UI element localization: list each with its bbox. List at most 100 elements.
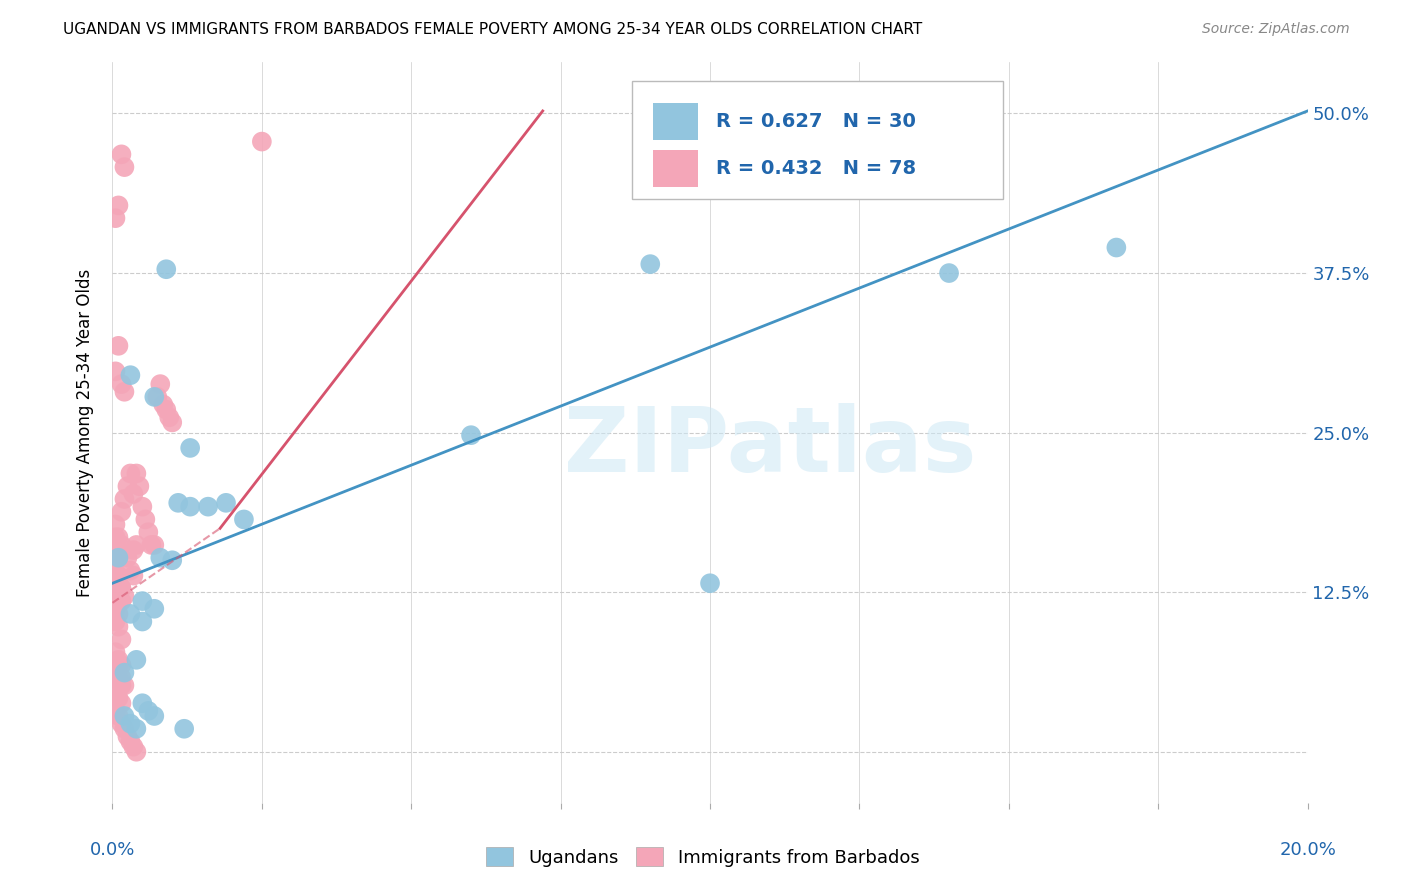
Point — [107, 198, 129, 212]
Point — [152, 398, 174, 412]
Point — [149, 550, 172, 565]
Text: UGANDAN VS IMMIGRANTS FROM BARBADOS FEMALE POVERTY AMONG 25-34 YEAR OLDS CORRELA: UGANDAN VS IMMIGRANTS FROM BARBADOS FEMA… — [63, 22, 922, 37]
Point — [114, 678, 135, 692]
Point — [128, 479, 150, 493]
Point — [114, 491, 135, 506]
Point — [179, 500, 201, 514]
Point — [155, 262, 177, 277]
Point — [125, 538, 148, 552]
Point — [131, 696, 153, 710]
Point — [107, 550, 129, 565]
Point — [107, 671, 129, 685]
Point — [233, 512, 256, 526]
Point — [134, 512, 156, 526]
Point — [110, 147, 132, 161]
Point — [117, 479, 139, 493]
Legend: Ugandans, Immigrants from Barbados: Ugandans, Immigrants from Barbados — [479, 840, 927, 874]
Point — [250, 135, 273, 149]
Point — [104, 582, 127, 596]
Point — [104, 645, 127, 659]
Point — [104, 665, 127, 680]
Point — [104, 550, 127, 565]
Point — [107, 709, 129, 723]
Point — [117, 730, 139, 744]
Point — [120, 716, 142, 731]
FancyBboxPatch shape — [633, 81, 1002, 200]
Point — [110, 716, 132, 731]
Point — [114, 589, 135, 603]
Point — [938, 266, 960, 280]
Point — [141, 538, 163, 552]
Point — [125, 745, 148, 759]
Point — [120, 607, 142, 621]
Point — [107, 594, 129, 608]
Point — [107, 589, 129, 603]
Point — [110, 632, 132, 647]
Point — [110, 582, 132, 596]
Point — [104, 364, 127, 378]
Text: ZIPatlas: ZIPatlas — [564, 403, 976, 491]
Point — [110, 671, 132, 685]
Point — [699, 576, 721, 591]
Point — [107, 691, 129, 706]
Point — [104, 211, 127, 226]
Point — [114, 160, 135, 174]
Point — [122, 487, 145, 501]
Text: 20.0%: 20.0% — [1279, 841, 1336, 859]
Point — [122, 543, 145, 558]
Point — [110, 696, 132, 710]
Point — [120, 564, 142, 578]
Point — [131, 500, 153, 514]
Point — [162, 416, 183, 430]
Point — [173, 722, 195, 736]
Point — [114, 722, 135, 736]
Point — [125, 467, 148, 481]
Point — [149, 377, 172, 392]
Point — [107, 576, 129, 591]
Point — [114, 709, 135, 723]
Point — [138, 704, 160, 718]
Point — [104, 550, 127, 565]
Point — [104, 683, 127, 698]
Point — [107, 530, 129, 544]
FancyBboxPatch shape — [652, 103, 699, 140]
Point — [179, 441, 201, 455]
Point — [215, 496, 238, 510]
Point — [143, 709, 166, 723]
Point — [104, 530, 127, 544]
Point — [104, 568, 127, 582]
Point — [157, 410, 180, 425]
Point — [107, 607, 129, 621]
Point — [110, 594, 132, 608]
Point — [110, 538, 132, 552]
Point — [110, 678, 132, 692]
Point — [138, 525, 160, 540]
Point — [155, 402, 177, 417]
Point — [110, 657, 132, 672]
Point — [104, 601, 127, 615]
Point — [122, 739, 145, 754]
Point — [104, 589, 127, 603]
Point — [125, 722, 148, 736]
Point — [120, 734, 142, 748]
Point — [107, 620, 129, 634]
Point — [640, 257, 662, 271]
Text: R = 0.627   N = 30: R = 0.627 N = 30 — [716, 112, 915, 131]
Point — [104, 543, 127, 558]
Point — [143, 601, 166, 615]
Point — [107, 568, 129, 582]
Point — [110, 582, 132, 596]
Point — [104, 517, 127, 532]
Point — [110, 505, 132, 519]
Point — [460, 428, 482, 442]
Point — [107, 339, 129, 353]
Point — [107, 653, 129, 667]
Point — [120, 368, 142, 383]
Point — [146, 390, 169, 404]
Point — [104, 665, 127, 680]
Point — [122, 568, 145, 582]
Text: Source: ZipAtlas.com: Source: ZipAtlas.com — [1202, 22, 1350, 37]
Point — [110, 377, 132, 392]
Point — [167, 496, 190, 510]
Point — [143, 538, 166, 552]
